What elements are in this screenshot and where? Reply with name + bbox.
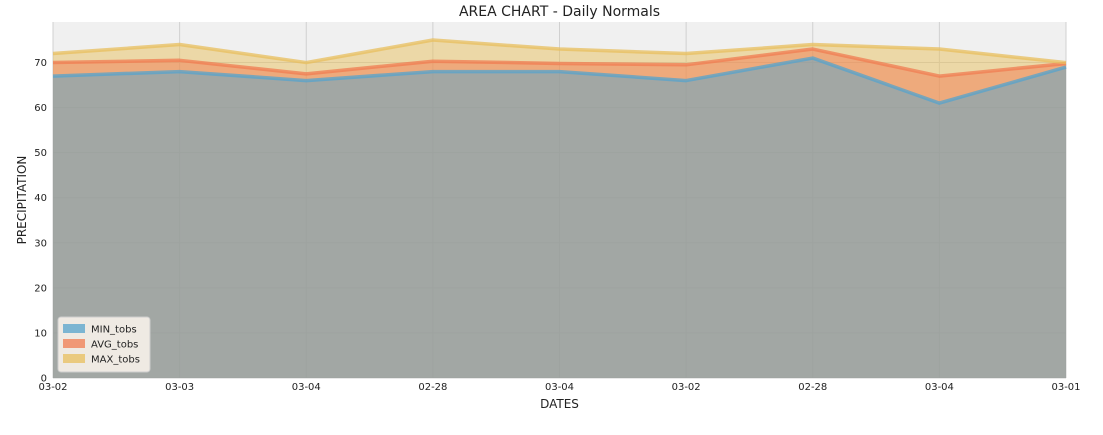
point-MIN_tobs-4	[559, 71, 561, 73]
x-tick-label-4: 03-04	[545, 382, 574, 393]
point-MAX_tobs-3	[432, 39, 434, 41]
y-axis-label: PRECIPITATION	[15, 156, 29, 245]
point-MAX_tobs-1	[179, 44, 181, 46]
point-MAX_tobs-7	[939, 48, 941, 50]
point-AVG_tobs-2	[305, 73, 307, 75]
x-tick-label-6: 02-28	[798, 382, 827, 393]
y-tick-label-3: 30	[34, 238, 47, 249]
x-tick-label-1: 03-03	[165, 382, 194, 393]
y-tick-label-6: 60	[34, 103, 47, 114]
series-areas	[53, 40, 1066, 379]
x-tick-label-0: 03-02	[38, 382, 67, 393]
point-AVG_tobs-7	[939, 75, 941, 77]
point-AVG_tobs-4	[559, 63, 561, 65]
legend: MIN_tobs AVG_tobs MAX_tobs	[57, 316, 151, 373]
point-AVG_tobs-1	[179, 60, 181, 62]
x-tick-label-3: 02-28	[418, 382, 447, 393]
y-tick-label-1: 10	[34, 328, 47, 339]
y-tick-label-4: 40	[34, 193, 47, 204]
legend-swatch-MAX_tobs	[63, 354, 85, 363]
series-lines	[52, 38, 1067, 105]
point-MIN_tobs-5	[685, 80, 687, 82]
x-axis-label: DATES	[540, 397, 579, 411]
point-MAX_tobs-8	[1065, 62, 1067, 64]
point-MIN_tobs-2	[305, 80, 307, 82]
area-MIN_tobs	[53, 58, 1066, 379]
point-AVG_tobs-0	[52, 62, 54, 64]
x-tick-label-5: 03-02	[672, 382, 701, 393]
legend-label-MAX_tobs: MAX_tobs	[91, 355, 140, 366]
legend-label-MIN_tobs: MIN_tobs	[91, 325, 137, 336]
point-MIN_tobs-6	[812, 57, 814, 59]
point-AVG_tobs-5	[685, 64, 687, 66]
point-MIN_tobs-0	[52, 75, 54, 77]
line-MIN_tobs	[52, 56, 1067, 105]
line-MAX_tobs	[52, 38, 1067, 65]
point-MAX_tobs-5	[685, 53, 687, 55]
y-tick-label-2: 20	[34, 283, 47, 294]
point-MAX_tobs-6	[812, 44, 814, 46]
y-tick-label-0: 0	[41, 374, 47, 385]
legend-swatch-AVG_tobs	[63, 339, 85, 348]
chart-title: AREA CHART - Daily Normals	[459, 4, 660, 20]
y-tick-label-7: 70	[34, 58, 47, 69]
point-AVG_tobs-3	[432, 60, 434, 62]
y-axis-ticks: 0 10 20 30 40 50 60 70	[34, 58, 47, 384]
legend-label-AVG_tobs: AVG_tobs	[91, 340, 138, 351]
point-AVG_tobs-6	[812, 48, 814, 50]
point-MIN_tobs-3	[432, 71, 434, 73]
line-AVG_tobs	[52, 47, 1067, 78]
point-MAX_tobs-4	[559, 48, 561, 50]
x-axis-ticks: 03-02 03-03 03-04 02-28 03-04 03-02 02-28 03-04…	[38, 382, 1080, 393]
y-tick-label-5: 50	[34, 148, 47, 159]
legend-swatch-MIN_tobs	[63, 324, 85, 333]
point-MAX_tobs-0	[52, 53, 54, 55]
point-MIN_tobs-1	[179, 71, 181, 73]
x-tick-label-7: 03-04	[925, 382, 954, 393]
point-MIN_tobs-8	[1065, 66, 1067, 68]
point-MIN_tobs-7	[939, 102, 941, 104]
x-tick-label-2: 03-04	[292, 382, 321, 393]
x-tick-label-8: 03-01	[1051, 382, 1080, 393]
point-MAX_tobs-2	[305, 62, 307, 64]
